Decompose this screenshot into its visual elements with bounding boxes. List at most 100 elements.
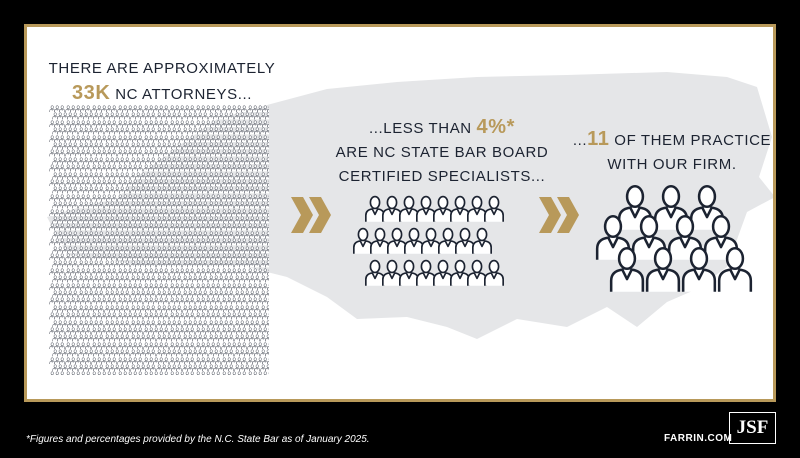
attorney-figure-icon: [265, 246, 269, 253]
attorney-figure-icon: [239, 112, 245, 120]
attorney-figure-icon: [200, 120, 206, 128]
attorney-figure-icon: [78, 127, 84, 135]
attorney-figure-icon: [111, 105, 118, 113]
attorney-figure-icon: [247, 120, 253, 128]
attorney-figure-icon: [267, 168, 269, 172]
attorney-figure-icon: [109, 142, 115, 150]
attorney-figure-icon: [130, 112, 136, 120]
attorney-figure-icon: [140, 127, 146, 135]
attorney-figure-icon: [130, 142, 136, 150]
attorney-figure-icon: [137, 120, 144, 128]
attorney-figure-icon: [98, 112, 105, 120]
attorney-figure-icon: [257, 105, 263, 113]
attorney-figure-icon: [215, 135, 222, 142]
attorney-figure-icon: [197, 112, 204, 120]
attorney-figure-icon: [78, 142, 84, 150]
attorney-figure-icon: [85, 105, 92, 113]
attorney-figure-icon: [150, 142, 157, 150]
attorney-figure-icon: [145, 127, 152, 135]
attorney-figure-icon: [247, 135, 253, 142]
caption-text: NC ATTORNEYS...: [115, 86, 253, 103]
website-link[interactable]: FARRIN.COM: [664, 433, 733, 444]
attorney-figure-icon: [104, 142, 110, 150]
attorney-figure-icon: [70, 135, 76, 142]
attorney-figure-icon: [192, 112, 198, 120]
attorney-figure-icon: [184, 105, 191, 113]
attorney-figure-icon: [267, 182, 269, 187]
attorney-figure-icon: [137, 105, 144, 113]
attorney-figure-icon: [124, 142, 131, 150]
attorney-figure-icon: [163, 105, 170, 113]
attorney-figure-icon: [80, 105, 87, 113]
attorney-figure-icon: [208, 112, 214, 120]
attorney-figure-icon: [205, 105, 211, 113]
attorney-figure-icon: [241, 120, 248, 128]
attorney-figure-icon: [223, 112, 230, 120]
attorney-figure-icon: [244, 127, 250, 135]
attorney-figure-icon: [54, 135, 61, 142]
attorney-figure-icon: [249, 127, 256, 135]
attorney-figure-icon: [132, 135, 139, 142]
caption-text: ...LESS THAN: [368, 120, 472, 137]
attorney-figure-icon: [153, 120, 159, 128]
attorney-figure-icon: [241, 135, 248, 142]
attorney-figure-icon: [265, 349, 269, 357]
firm-attorney-group: [590, 181, 762, 306]
attorney-figure-icon: [236, 120, 243, 128]
attorney-figure-icon: [179, 105, 185, 113]
attorney-figure-icon: [221, 105, 227, 113]
attorney-figure-icon: [117, 120, 123, 128]
attorney-figure-icon: [72, 127, 79, 135]
attorney-figure-icon: [262, 135, 269, 142]
attorney-figure-icon: [645, 246, 681, 292]
attorney-figure-icon: [119, 127, 126, 135]
attorney-figure-icon: [267, 316, 269, 320]
attorney-figure-icon: [189, 120, 196, 128]
attorney-figure-icon: [267, 138, 269, 142]
attorney-figure-icon: [158, 120, 165, 128]
attorney-figure-icon: [262, 105, 269, 113]
attorney-figure-icon: [158, 135, 165, 142]
attorney-figure-icon: [161, 112, 167, 120]
attorney-figure-icon: [49, 105, 55, 113]
attorney-figure-icon: [265, 290, 269, 298]
attorney-figure-icon: [241, 105, 248, 113]
attorney-figure-icon: [122, 120, 128, 128]
attorney-figure-icon: [117, 105, 123, 113]
attorney-figure-icon: [96, 105, 102, 113]
attorney-figure-icon: [257, 120, 263, 128]
attorney-figure-icon: [67, 127, 74, 135]
attorney-figure-icon: [106, 105, 113, 113]
attorney-figure-icon: [75, 120, 81, 128]
attorney-figure-icon: [265, 216, 269, 224]
attorney-figure-icon: [166, 142, 172, 150]
attorney-figure-icon: [57, 142, 63, 150]
attorney-figure-icon: [59, 105, 66, 113]
attorney-figure-icon: [72, 112, 79, 120]
attorney-figure-icon: [267, 330, 269, 335]
attorney-count-highlight: 33K: [71, 82, 111, 104]
attorney-figure-icon: [83, 112, 89, 120]
attorney-figure-icon: [265, 186, 269, 194]
attorney-figure-icon: [257, 135, 263, 142]
attorney-figure-icon: [228, 112, 235, 120]
attorney-figure-icon: [70, 120, 76, 128]
attorney-figure-icon: [265, 201, 269, 209]
attorney-figure-icon: [202, 112, 209, 120]
attorney-figure-icon: [200, 135, 206, 142]
caption-line: WITH OUR FIRM.: [607, 156, 737, 173]
attorney-figure-icon: [91, 105, 97, 113]
attorney-figure-icon: [88, 127, 94, 135]
attorney-figure-icon: [221, 135, 227, 142]
footnote: *Figures and percentages provided by the…: [26, 434, 370, 445]
attorney-figure-icon: [93, 127, 100, 135]
attorney-figure-icon: [182, 112, 188, 120]
attorney-figure-icon: [75, 135, 81, 142]
attorney-figure-icon: [169, 105, 175, 113]
attorney-figure-icon: [200, 105, 206, 113]
attorney-figure-icon: [109, 112, 115, 120]
attorney-figure-icon: [156, 112, 162, 120]
attorney-figure-icon: [143, 105, 149, 113]
attorney-figure-icon: [59, 120, 66, 128]
attorney-figure-icon: [195, 135, 201, 142]
